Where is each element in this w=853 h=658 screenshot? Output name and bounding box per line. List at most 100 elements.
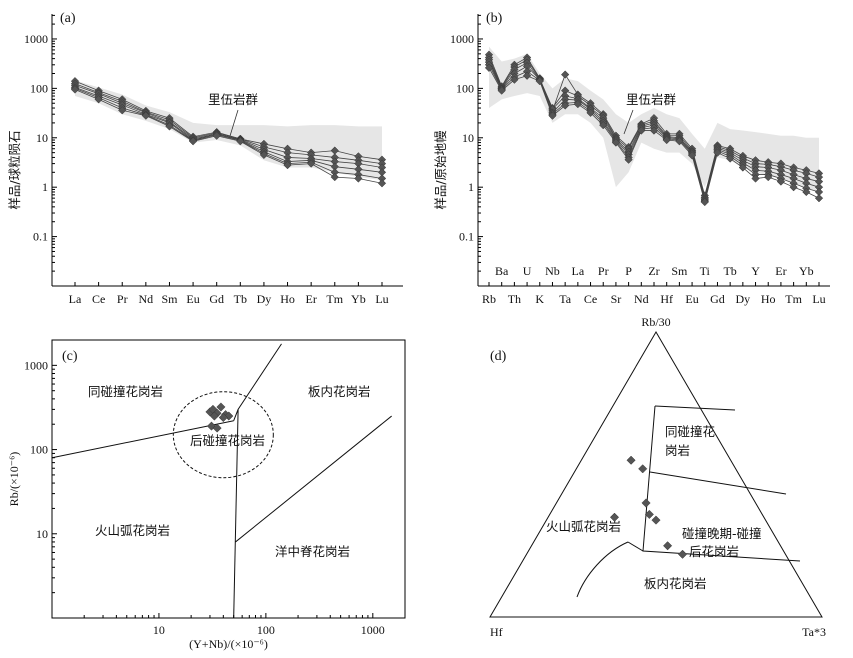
- data-point: [283, 160, 292, 170]
- x-tick-label: Ba: [495, 264, 509, 278]
- x-tick-label: Er: [305, 292, 316, 306]
- data-point: [700, 197, 709, 207]
- data-point: [94, 95, 103, 104]
- x-tick-label: 1000: [361, 623, 385, 637]
- vertex-label-left: Hf: [490, 625, 503, 639]
- data-point: [218, 412, 228, 423]
- y-tick-label: 1000: [24, 32, 48, 46]
- y-tick-label: 1000: [24, 358, 48, 372]
- x-tick-label: U: [523, 264, 532, 278]
- data-point: [662, 135, 671, 145]
- data-point: [188, 137, 198, 146]
- x-tick-label: P: [625, 264, 632, 278]
- panel-label: (b): [486, 11, 503, 26]
- data-point: [802, 187, 811, 197]
- data-point: [510, 75, 519, 84]
- annotation-leader-line: [229, 109, 239, 137]
- x-tick-label: Y: [751, 264, 760, 278]
- data-point: [726, 154, 735, 163]
- x-tick-label: Ta: [559, 292, 571, 306]
- x-tick-label: K: [535, 292, 544, 306]
- field-label: 后花岗岩: [689, 544, 739, 559]
- panel-label: (d): [490, 349, 507, 364]
- x-tick-label: Nb: [545, 264, 560, 278]
- field-boundary-line: [649, 471, 787, 495]
- plot-frame: [51, 339, 406, 619]
- data-point: [212, 423, 222, 433]
- data-point: [678, 549, 688, 559]
- data-point: [738, 163, 747, 172]
- data-point: [776, 177, 786, 186]
- x-tick-label: Sm: [671, 264, 688, 278]
- x-tick-label: Yb: [351, 292, 366, 306]
- data-point: [649, 126, 659, 135]
- data-point: [789, 183, 798, 192]
- field-boundary-line: [627, 541, 644, 552]
- field-boundary-line: [233, 343, 282, 421]
- panel-label: (c): [62, 349, 78, 364]
- data-point: [641, 498, 651, 508]
- data-point: [561, 101, 570, 110]
- series-line: [74, 86, 383, 173]
- data-point: [573, 99, 582, 109]
- field-label: 火山弧花岗岩: [546, 519, 621, 534]
- x-tick-label: Ce: [92, 292, 105, 306]
- y-axis-title: 样品/球粒陨石: [7, 130, 22, 209]
- field-boundary-line: [654, 405, 736, 411]
- field-label: 板内花岗岩: [308, 384, 371, 399]
- y-tick-label: 0.1: [459, 230, 474, 244]
- data-point: [354, 174, 363, 183]
- x-tick-label: Eu: [685, 292, 698, 306]
- y-tick-label: 100: [30, 443, 48, 457]
- x-tick-label: Tm: [785, 292, 802, 306]
- series-line: [74, 87, 383, 179]
- field-label: 后碰撞花岗岩: [190, 433, 265, 448]
- panel-label: (a): [60, 11, 76, 26]
- x-tick-label: Tm: [326, 292, 343, 306]
- x-tick-label: Gd: [209, 292, 224, 306]
- data-point: [497, 86, 506, 95]
- y-tick-label: 10: [36, 527, 48, 541]
- y-tick-label: 0.1: [33, 230, 48, 244]
- data-point: [637, 126, 646, 135]
- data-point: [165, 122, 174, 131]
- x-tick-label: Eu: [186, 292, 199, 306]
- field-boundary-line: [51, 420, 234, 459]
- x-tick-label: Er: [775, 264, 786, 278]
- data-point: [561, 70, 570, 79]
- data-point: [141, 111, 150, 120]
- panel-a-rare-earth-chart: 1000 100 10 1 0.1 La Ce Pr Nd Sm Eu Gd Tb Dy Ho Er Tm Yb L…: [7, 11, 403, 306]
- data-point: [216, 402, 226, 412]
- series-line: [74, 83, 383, 165]
- x-tick-label: Hf: [660, 292, 673, 306]
- y-tick-label: 1: [468, 180, 474, 194]
- data-point: [548, 111, 557, 120]
- reference-field-area: [75, 80, 382, 180]
- x-tick-label: Dy: [257, 292, 272, 306]
- panel-c-discrimination-chart: 10 100 1000 1000 100 10 (Y+Nb)/(×10⁻⁶) Rb/(×10⁻…: [7, 339, 406, 651]
- x-tick-label: Nd: [139, 292, 154, 306]
- data-point: [70, 85, 80, 94]
- x-tick-label: Gd: [710, 292, 725, 306]
- data-point: [626, 455, 636, 465]
- x-tick-label: Th: [508, 292, 521, 306]
- data-point: [687, 151, 697, 160]
- y-tick-label: 100: [30, 81, 48, 95]
- y-tick-label: 10: [36, 131, 48, 145]
- x-tick-label: 100: [257, 623, 275, 637]
- y-tick-label: 10: [462, 131, 474, 145]
- x-tick-label: Ti: [700, 264, 711, 278]
- vertex-label-top: Rb/30: [641, 315, 670, 329]
- data-point: [535, 76, 544, 86]
- x-tick-label: 10: [153, 623, 165, 637]
- data-point: [764, 172, 773, 182]
- data-point: [330, 172, 339, 182]
- data-point: [644, 509, 654, 519]
- ternary-triangle: [489, 331, 823, 618]
- field-label: 同碰撞花岗岩: [88, 384, 163, 399]
- data-point: [307, 159, 316, 168]
- post-collision-ellipse: [172, 391, 274, 479]
- y-tick-label: 100: [456, 81, 474, 95]
- data-point: [624, 155, 633, 164]
- x-tick-label: Sm: [161, 292, 178, 306]
